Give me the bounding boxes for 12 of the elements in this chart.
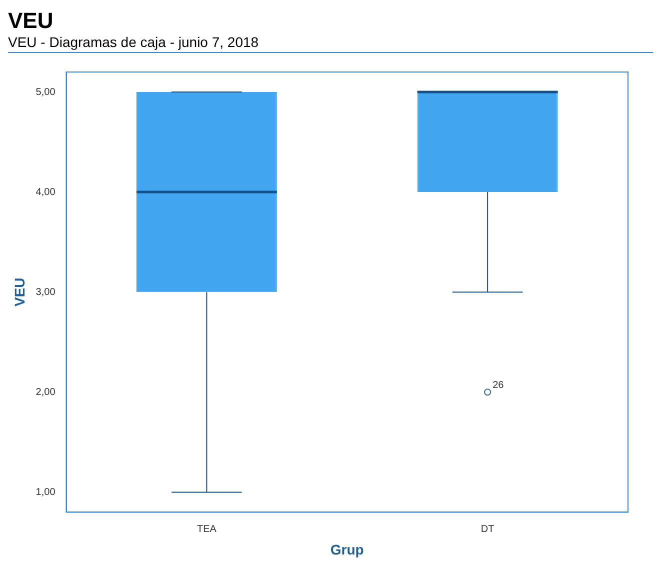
- y-tick-label: 1,00: [36, 486, 56, 498]
- x-tick-label: DT: [480, 524, 494, 535]
- chart-subtitle: VEU - Diagramas de caja - junio 7, 2018: [8, 34, 653, 53]
- annotation: 26: [492, 380, 504, 391]
- y-tick-label: 3,00: [36, 286, 56, 298]
- chart-title: VEU: [8, 8, 54, 34]
- x-axis-title: Grup: [330, 541, 364, 558]
- y-axis-title: VEU: [11, 278, 28, 306]
- y-tick-label: 2,00: [36, 386, 56, 398]
- x-tick-label: TEA: [196, 524, 217, 535]
- y-tick-label: 5,00: [36, 86, 56, 98]
- y-tick-label: 4,00: [36, 186, 56, 198]
